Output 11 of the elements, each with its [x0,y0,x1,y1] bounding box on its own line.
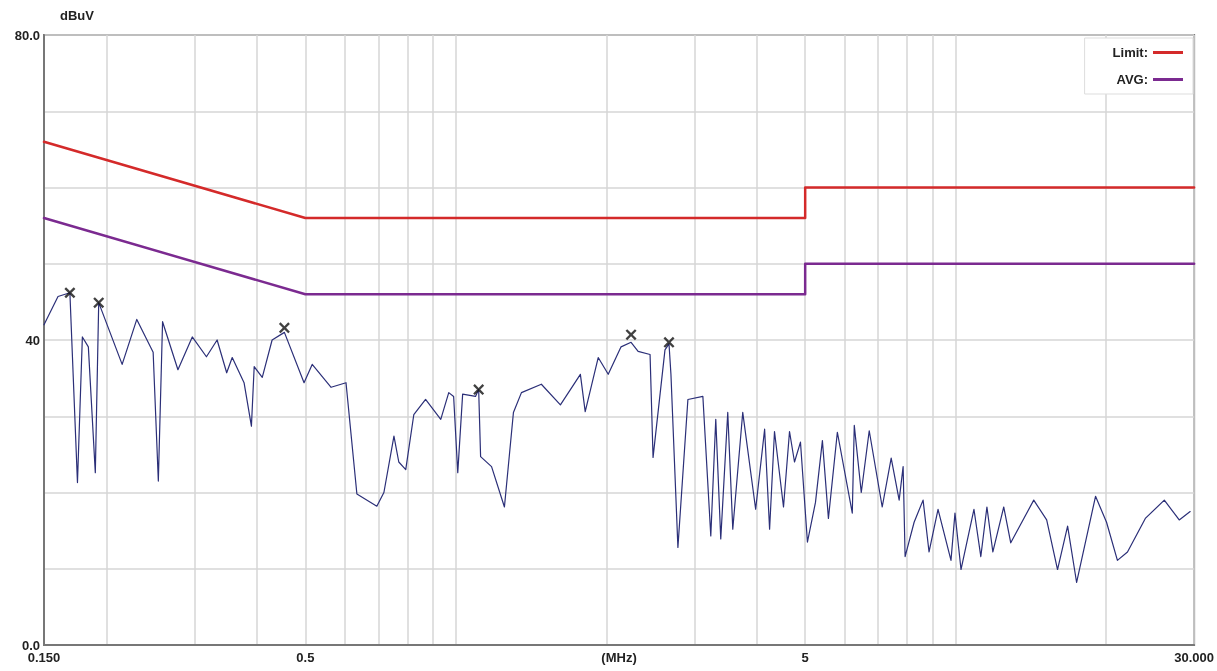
y-tick-label: 40 [25,332,40,348]
x-tick-label: 0.5 [296,650,315,665]
y-axis-title: dBuV [60,8,95,23]
x-tick-label: 30.000 [1174,650,1214,665]
legend-label: AVG: [1116,72,1148,87]
legend-label: Limit: [1112,45,1148,60]
y-tick-label: 80.0 [14,27,40,43]
x-tick-label: 0.150 [27,650,61,665]
y-tick-label: 0.0 [21,637,40,653]
x-tick-label: 5 [801,650,809,665]
x-axis-title: (MHz) [601,650,637,665]
